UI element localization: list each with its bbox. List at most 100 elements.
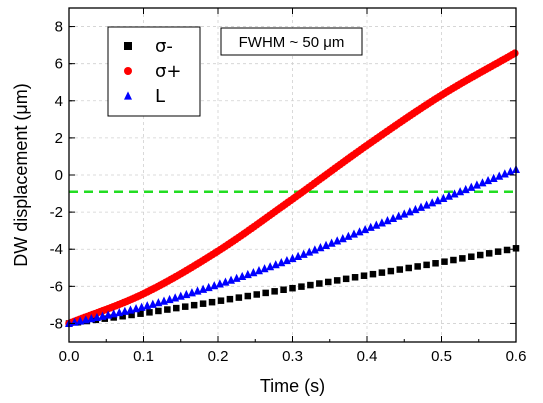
data-point (472, 180, 481, 189)
data-point (235, 294, 243, 301)
data-point (378, 269, 386, 276)
data-point (396, 266, 404, 273)
data-point (432, 260, 439, 267)
data-point (271, 288, 278, 295)
data-point (355, 227, 364, 236)
data-point (495, 171, 504, 180)
data-point (119, 312, 126, 320)
x-tick-label: 0.1 (133, 348, 154, 365)
y-tick-label: -8 (50, 315, 63, 332)
data-point (506, 167, 515, 176)
data-point (467, 182, 476, 191)
x-tick-label: 0.2 (208, 348, 229, 365)
data-point (369, 270, 377, 278)
series-triangle (65, 164, 520, 328)
x-axis-title: Time (s) (260, 376, 325, 396)
data-point (338, 233, 347, 243)
data-point (405, 207, 414, 216)
data-point (422, 200, 431, 209)
data-point (81, 315, 90, 324)
data-point (423, 261, 430, 269)
ticks (68, 8, 517, 342)
data-point (288, 253, 297, 263)
data-point (459, 255, 466, 262)
data-point (489, 173, 498, 182)
data-point (98, 311, 107, 320)
data-point (476, 251, 484, 259)
data-point (316, 280, 323, 287)
data-point (128, 311, 135, 319)
data-point (414, 263, 421, 270)
series-group (65, 49, 520, 328)
data-point (146, 309, 153, 316)
data-point (325, 278, 332, 286)
data-point (307, 281, 314, 289)
data-point (310, 245, 319, 254)
data-point (164, 306, 171, 313)
data-point (110, 314, 117, 321)
annotation: FWHM ~ 50 μm (220, 27, 363, 56)
data-point (155, 307, 162, 315)
data-point (511, 49, 519, 57)
data-point (389, 213, 398, 223)
annotation-text: FWHM ~ 50 μm (239, 34, 345, 51)
data-point (333, 277, 341, 284)
data-point (366, 222, 375, 231)
data-point (360, 272, 368, 279)
data-point (277, 258, 286, 267)
data-point (484, 175, 493, 185)
y-tick-label: 4 (55, 93, 63, 110)
data-point (400, 209, 409, 218)
data-point (280, 286, 287, 294)
data-point (208, 298, 216, 306)
y-axis-title: DW displacement (μm) (11, 83, 31, 266)
data-point (289, 284, 296, 292)
legend-label: L (155, 86, 165, 107)
series-circle (65, 49, 519, 328)
y-tick-label: -6 (50, 278, 63, 295)
data-point (433, 196, 442, 205)
data-point (372, 220, 381, 229)
data-point (503, 246, 511, 254)
data-point (76, 316, 85, 325)
data-point (299, 249, 308, 258)
data-point (327, 238, 336, 247)
data-point (441, 258, 448, 265)
x-tick-label: 0.0 (59, 348, 80, 365)
data-point (494, 248, 502, 255)
data-point (316, 243, 325, 252)
data-point (428, 198, 437, 207)
data-point (181, 303, 189, 310)
legend-marker-triangle (124, 91, 132, 100)
legend: σ-σ+ L (107, 26, 201, 117)
legend-label: σ+ (155, 61, 182, 82)
data-point (87, 314, 96, 323)
data-point (298, 283, 305, 290)
data-point (244, 292, 252, 300)
data-point (349, 229, 358, 238)
x-tick-label: 0.3 (282, 348, 303, 365)
data-point (217, 297, 225, 304)
data-point (226, 295, 234, 303)
data-point (344, 231, 353, 240)
x-tick-label: 0.6 (506, 348, 527, 365)
data-point (417, 202, 426, 211)
data-point (500, 169, 509, 178)
data-point (439, 193, 448, 202)
data-point (450, 189, 459, 198)
data-point (294, 251, 303, 260)
data-point (361, 224, 370, 234)
y-tick-label: 8 (55, 19, 63, 36)
data-point (199, 300, 207, 307)
y-tick-label: 6 (55, 56, 63, 73)
y-tick-label: 2 (55, 130, 63, 147)
data-point (444, 191, 453, 200)
data-point (478, 178, 487, 187)
tick-labels: 0.0 0.1 0.2 0.3 0.4 0.5 0.6 -8 -6 -4 -2 0 2 4 6 8 (50, 19, 527, 365)
data-point (253, 291, 260, 298)
data-point (92, 312, 101, 322)
data-point (351, 274, 359, 281)
data-point (377, 218, 386, 227)
